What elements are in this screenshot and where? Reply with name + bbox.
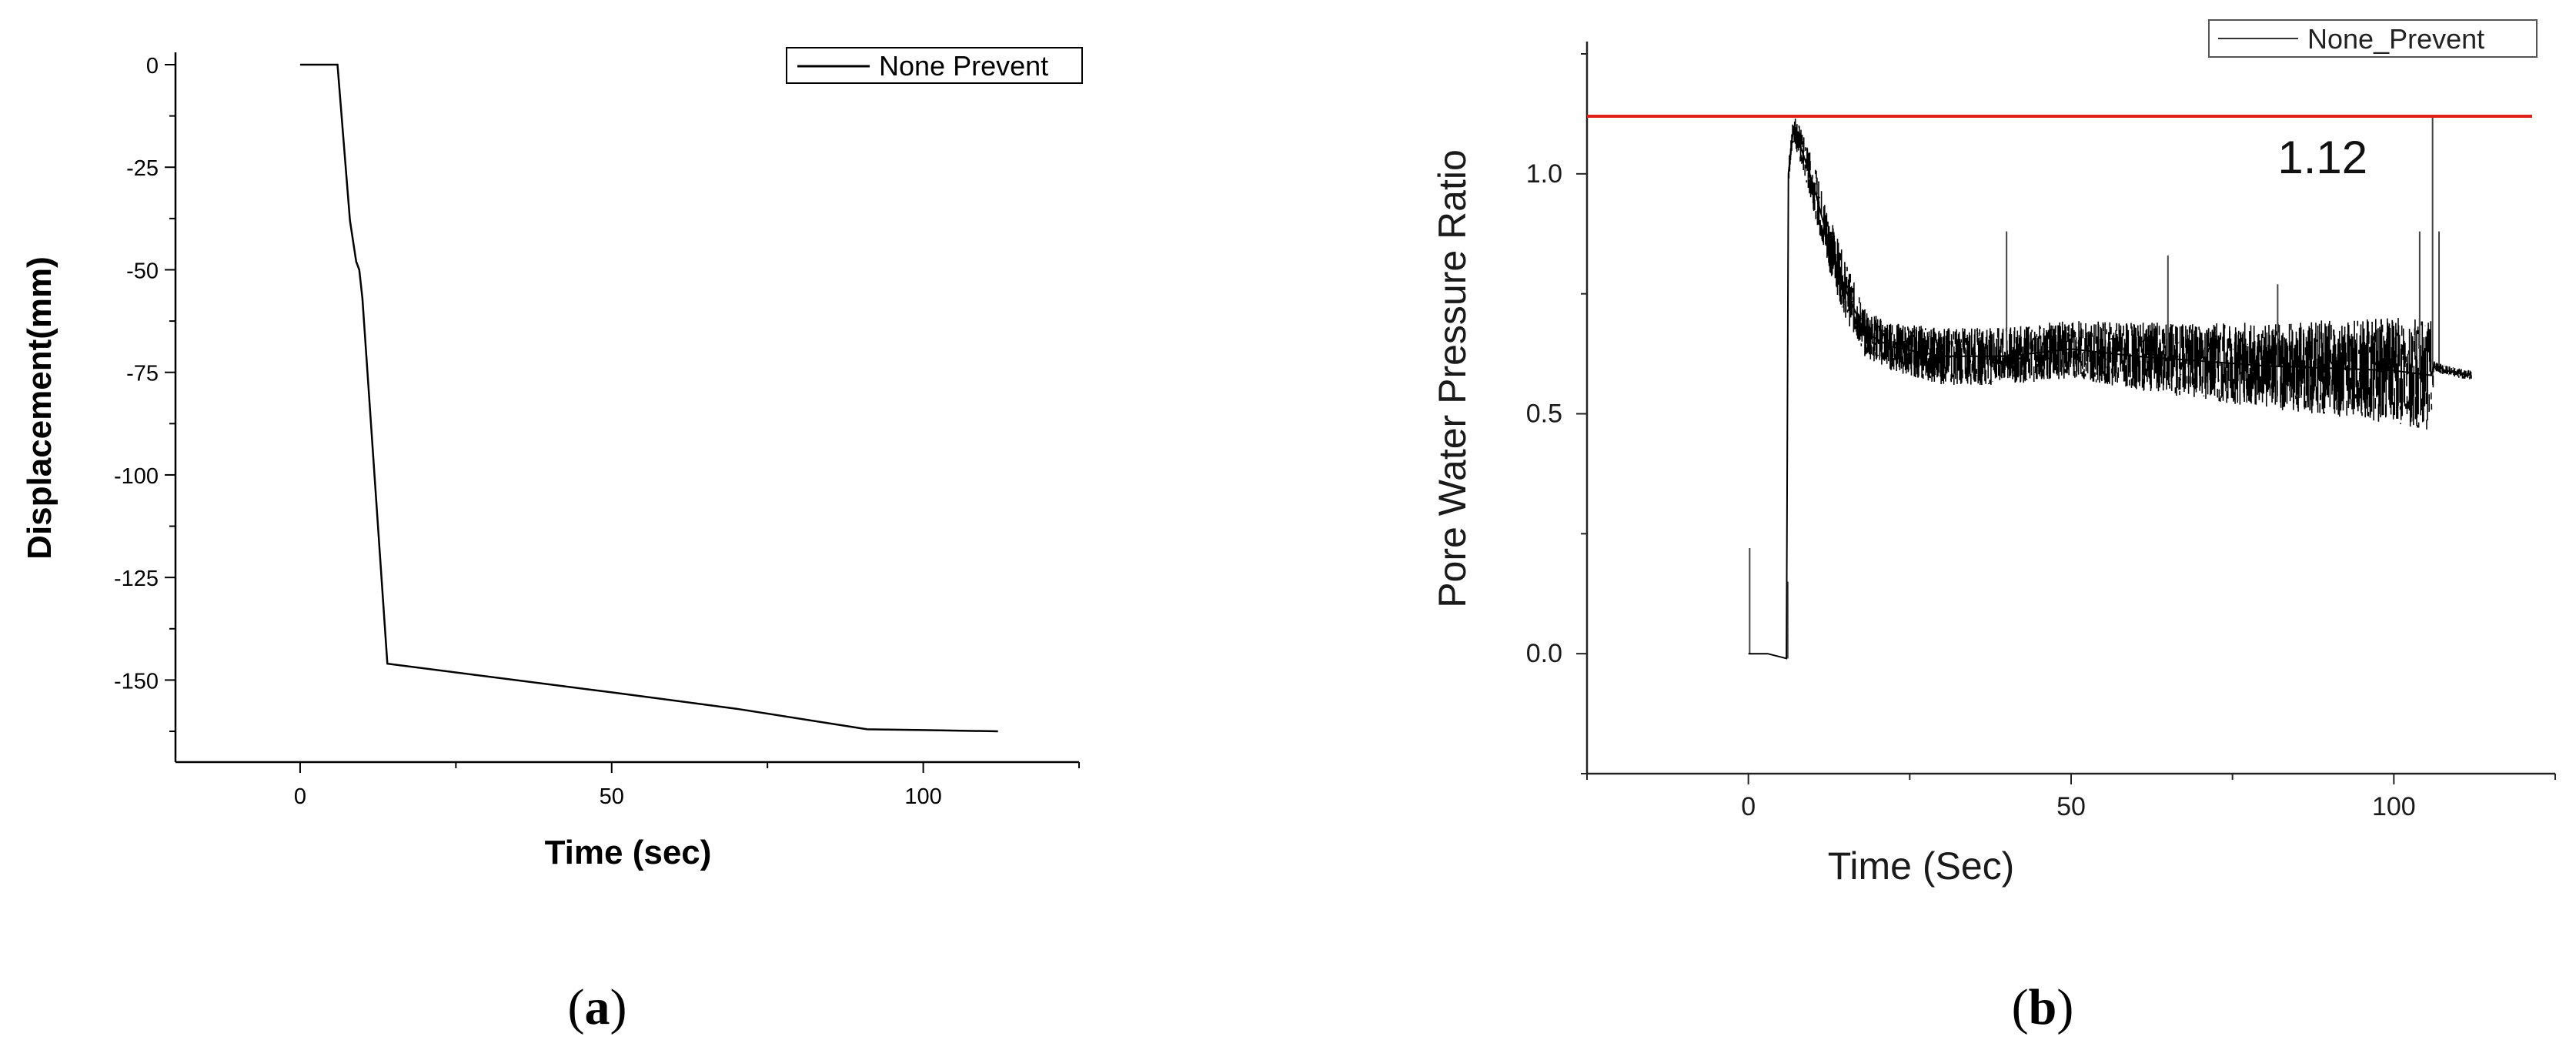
panel-b-legend: None_Prevent <box>2208 19 2538 58</box>
panel-a-legend-label: None Prevent <box>879 50 1048 82</box>
panel-a-x-axis-label: Time (sec) <box>545 834 712 871</box>
panel-b-marks <box>1748 116 2472 660</box>
b-x-tick-label: 0 <box>1741 792 1756 821</box>
a-y-tick-label: -75 <box>126 362 159 386</box>
panel-b-reference-label: 1.12 <box>2277 132 2367 183</box>
panel-a-legend: None Prevent <box>786 47 1083 84</box>
panel-a-caption: (a) <box>568 979 627 1035</box>
a-x-tick-label: 100 <box>904 784 941 809</box>
b-y-tick-label: 0.0 <box>1526 639 1562 668</box>
a-x-tick-label: 50 <box>600 784 624 809</box>
panel-a-marks <box>299 63 998 733</box>
a-series-line-0 <box>299 63 998 733</box>
a-y-tick-label: -50 <box>126 259 159 283</box>
panel-a-caption-letter: a <box>585 979 610 1035</box>
panel-b-caption: (b) <box>2012 979 2074 1035</box>
panel-a-axes: 0 50 100 0 -25 -50 -75 -100 -125 -150 <box>114 52 1080 809</box>
a-y-tick-label: -150 <box>114 669 159 694</box>
a-y-tick-label: 0 <box>146 54 159 79</box>
b-series-line-0 <box>1748 125 2472 660</box>
panel-b-pore-pressure-chart: 0 50 100 0.0 0.5 1.0 1.12 None_Prevent Time (… <box>1431 19 2556 1035</box>
panel-b-axes: 0 50 100 0.0 0.5 1.0 <box>1526 42 2556 821</box>
b-x-tick-label: 50 <box>2056 792 2086 821</box>
panel-a-displacement-chart: 0 50 100 0 -25 -50 -75 -100 -125 -150 None Preven… <box>21 47 1083 1035</box>
b-x-tick-label: 100 <box>2372 792 2416 821</box>
panel-b-x-axis-label: Time (Sec) <box>1828 844 2015 888</box>
panel-a-y-axis-label: Displacement(mm) <box>21 256 58 560</box>
b-y-tick-label: 0.5 <box>1526 400 1562 429</box>
a-x-tick-label: 0 <box>294 784 306 809</box>
a-y-tick-label: -125 <box>114 567 159 591</box>
panel-b-caption-letter: b <box>2029 979 2057 1035</box>
b-series-noise-band <box>1786 119 2472 640</box>
panel-b-y-axis-label: Pore Water Pressure Ratio <box>1431 149 1474 608</box>
a-y-tick-label: -25 <box>126 156 159 181</box>
panel-b-legend-label: None_Prevent <box>2307 23 2484 55</box>
b-y-tick-label: 1.0 <box>1526 159 1562 189</box>
a-y-tick-label: -100 <box>114 464 159 489</box>
